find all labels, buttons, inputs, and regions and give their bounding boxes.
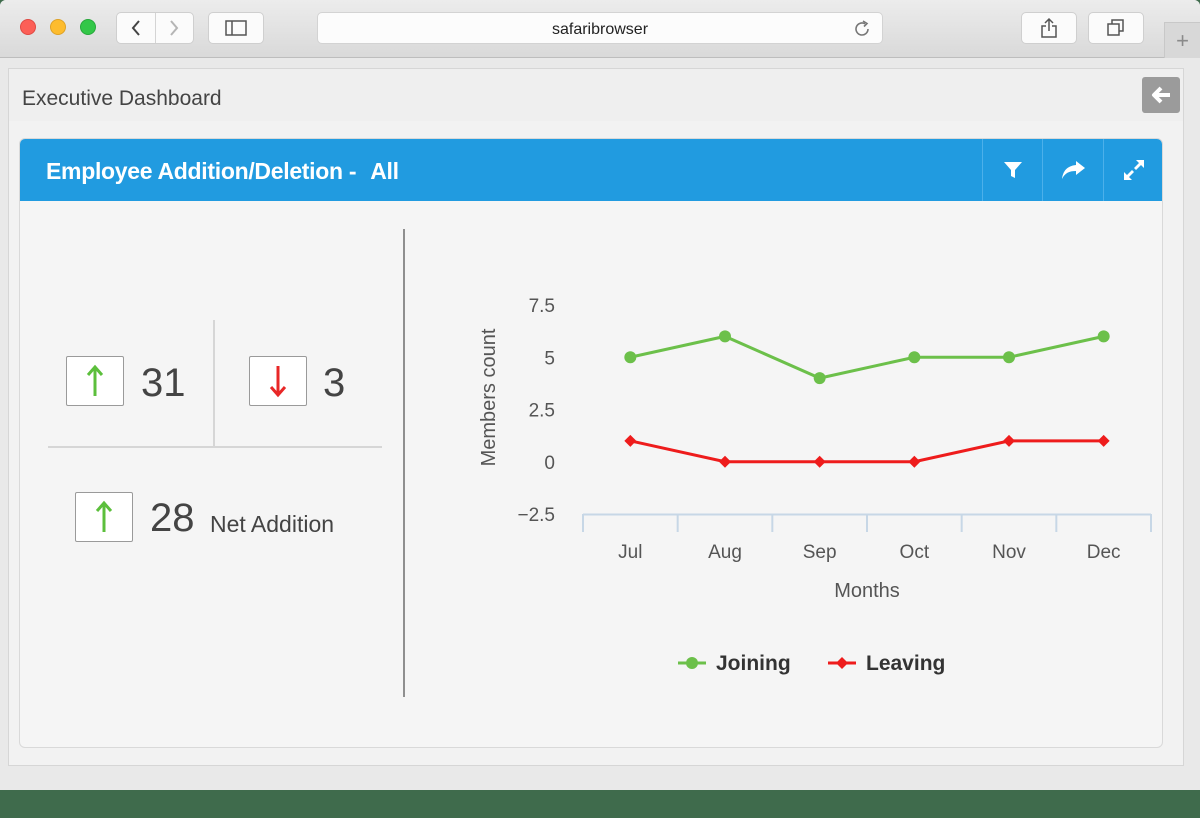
data-point-joining [908, 351, 921, 364]
show-tabs-button[interactable] [1088, 12, 1144, 44]
arrow-up-icon [95, 500, 113, 532]
data-point-leaving [1003, 434, 1015, 447]
y-tick-label: −2.5 [517, 505, 555, 526]
filter-button[interactable] [982, 139, 1042, 201]
series-line-leaving [630, 439, 1104, 464]
forward-nav-button[interactable] [154, 13, 194, 43]
x-tick-label: Dec [1087, 542, 1121, 563]
expand-icon [1123, 160, 1144, 180]
filter-icon [1003, 162, 1022, 178]
chevron-left-icon [131, 20, 140, 36]
y-tick-label: 2.5 [529, 401, 555, 422]
address-url: safaribrowser [551, 21, 649, 38]
x-axis-title: Months [834, 580, 900, 602]
arrow-up-icon [86, 364, 104, 396]
net-label: Net Addition [210, 511, 335, 537]
legend-label-leaving: Leaving [866, 652, 945, 675]
legend-marker-leaving [836, 657, 848, 669]
data-point-leaving [813, 455, 826, 468]
data-point-joining [813, 372, 826, 385]
data-point-joining [1003, 351, 1015, 364]
x-tick-label: Aug [708, 542, 742, 563]
x-tick-label: Nov [992, 542, 1026, 563]
widget-filter-value: All [370, 158, 399, 184]
widget-title-text: Employee Addition/Deletion - [46, 158, 357, 184]
left-count: 3 [323, 361, 346, 405]
share-widget-button[interactable] [1042, 139, 1102, 201]
employee-widget: Employee Addition/Deletion - All 31 [19, 138, 1163, 748]
left-indicator [249, 356, 307, 406]
y-tick-label: 5 [544, 348, 555, 369]
minimize-window-button[interactable] [50, 19, 66, 35]
data-point-leaving [719, 455, 731, 468]
tabs-icon [1107, 19, 1124, 36]
new-tab-button[interactable]: + [1164, 22, 1200, 58]
stats-divider-vertical [213, 320, 215, 446]
browser-toolbar: safaribrowser + [0, 0, 1200, 58]
back-icon [1152, 86, 1170, 104]
plus-icon: + [1176, 27, 1189, 53]
share-button[interactable] [1021, 12, 1077, 44]
page-content: Executive Dashboard Employee Addition/De… [8, 68, 1184, 766]
expand-button[interactable] [1103, 139, 1162, 201]
y-tick-label: 7.5 [529, 296, 555, 317]
data-point-leaving [1097, 434, 1110, 447]
address-bar[interactable]: safaribrowser [317, 12, 883, 44]
net-indicator [75, 492, 133, 542]
data-point-joining [624, 351, 637, 364]
legend-label-joining: Joining [716, 652, 791, 675]
data-point-leaving [624, 434, 637, 447]
data-point-joining [719, 330, 731, 343]
y-axis-title: Members count [478, 328, 500, 466]
panel-divider [403, 229, 405, 697]
browser-window: safaribrowser + Executive Dashboard Empl… [0, 0, 1200, 790]
page-title: Executive Dashboard [22, 87, 222, 110]
back-button[interactable] [1142, 77, 1180, 113]
stats-divider-horizontal [48, 446, 382, 448]
net-count: 28 [150, 496, 195, 540]
arrow-down-icon [269, 366, 287, 398]
back-nav-button[interactable] [117, 13, 155, 43]
sidebar-icon [225, 20, 247, 36]
x-tick-label: Oct [900, 542, 930, 563]
data-point-joining [1097, 330, 1110, 343]
x-tick-label: Sep [803, 542, 837, 563]
y-tick-label: 0 [544, 453, 555, 474]
navigation-buttons [116, 12, 194, 44]
close-window-button[interactable] [20, 19, 36, 35]
page-header: Executive Dashboard [9, 69, 1183, 121]
series-line-joining [630, 334, 1104, 380]
zoom-window-button[interactable] [80, 19, 96, 35]
widget-title: Employee Addition/Deletion - All [46, 158, 399, 185]
chevron-right-icon [170, 20, 179, 36]
reload-button[interactable] [852, 19, 872, 44]
x-tick-label: Jul [618, 542, 642, 563]
members-chart: Jul Aug Sep Oct Nov Dec 7.5 5 2.5 0 −2.5 Months Memb… [478, 296, 1152, 675]
reload-icon [855, 20, 869, 36]
data-point-leaving [908, 455, 921, 468]
share-icon [1041, 17, 1057, 38]
legend-marker-joining [686, 657, 698, 669]
sidebar-toggle-button[interactable] [208, 12, 264, 44]
joined-count: 31 [141, 361, 186, 405]
forward-icon [1061, 161, 1085, 179]
widget-header: Employee Addition/Deletion - All [20, 139, 1162, 201]
joined-indicator [66, 356, 124, 406]
